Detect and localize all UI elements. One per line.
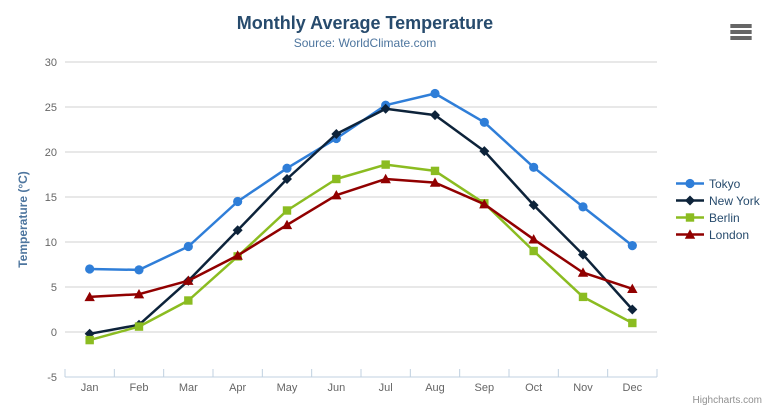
legend-item-label: New York (709, 193, 760, 208)
y-axis-label: 10 (45, 237, 57, 249)
y-axis-label: -5 (47, 372, 57, 384)
y-axis-label: 30 (45, 57, 57, 69)
hamburger-icon (730, 24, 752, 28)
legend-item-label: Berlin (709, 210, 740, 225)
legend: Tokyo New York Berlin London (676, 175, 760, 243)
data-point-tokyo-feb[interactable] (134, 265, 144, 275)
x-axis-label: Jan (81, 382, 99, 394)
series-line-new-york (88, 107, 634, 336)
legend-marker-circle-icon (685, 178, 695, 189)
legend-item-berlin[interactable]: Berlin (676, 209, 760, 226)
legend-item-label: Tokyo (709, 176, 741, 191)
legend-marker-triangle-icon (676, 229, 704, 239)
data-point-new-york-jun[interactable] (331, 129, 342, 139)
x-axis-label: Jul (379, 382, 393, 394)
data-point-london-may[interactable] (281, 219, 293, 230)
data-point-tokyo-mar[interactable] (183, 241, 193, 252)
hamburger-icon (730, 36, 752, 40)
data-point-new-york-apr[interactable] (232, 225, 243, 236)
data-point-berlin-nov[interactable] (578, 292, 588, 302)
data-point-new-york-oct[interactable] (528, 200, 539, 211)
data-point-new-york-jul[interactable] (380, 103, 391, 114)
legend-item-london[interactable]: London (676, 226, 760, 243)
series-line-tokyo (88, 92, 634, 272)
y-axis-label: 5 (51, 282, 57, 294)
legend-marker-triangle-icon (684, 229, 696, 239)
data-point-london-mar[interactable] (183, 275, 194, 285)
data-point-berlin-feb[interactable] (134, 322, 144, 331)
data-point-new-york-aug[interactable] (430, 110, 440, 121)
x-axis-label: Oct (525, 382, 542, 394)
chart-subtitle: Source: WorldClimate.com (293, 36, 437, 50)
data-point-new-york-dec[interactable] (627, 304, 638, 315)
data-point-london-nov[interactable] (577, 267, 589, 277)
data-point-london-aug[interactable] (429, 177, 441, 187)
legend-marker-circle-icon (676, 178, 704, 189)
x-axis-label: Dec (623, 382, 643, 394)
data-point-tokyo-dec[interactable] (627, 241, 637, 251)
data-point-tokyo-oct[interactable] (529, 162, 539, 172)
data-point-berlin-dec[interactable] (628, 318, 637, 328)
export-menu-button[interactable] (727, 21, 755, 43)
data-point-berlin-jul[interactable] (381, 160, 390, 169)
series-line-london (88, 177, 634, 299)
x-axis-label: Feb (130, 382, 149, 394)
chart-title: Monthly Average Temperature (236, 13, 494, 33)
legend-marker-diamond-icon (676, 195, 704, 206)
y-axis-label: 25 (45, 102, 57, 114)
data-point-tokyo-nov[interactable] (578, 202, 588, 212)
data-point-berlin-jan[interactable] (85, 335, 94, 345)
x-axis-label: Nov (573, 382, 593, 394)
data-point-tokyo-aug[interactable] (430, 88, 440, 99)
x-axis-label: Apr (229, 382, 246, 394)
legend-marker-square-icon (676, 213, 704, 222)
data-point-london-jul[interactable] (380, 173, 391, 184)
data-point-london-jun[interactable] (331, 190, 342, 200)
data-point-new-york-nov[interactable] (578, 249, 588, 260)
data-point-tokyo-may[interactable] (282, 163, 292, 173)
data-point-london-apr[interactable] (232, 250, 243, 260)
data-point-tokyo-jan[interactable] (85, 264, 95, 274)
hamburger-icon (730, 30, 752, 34)
data-point-london-dec[interactable] (627, 283, 638, 293)
legend-marker-square-icon (685, 213, 695, 222)
y-axis-label: 0 (51, 327, 57, 339)
data-point-london-jan[interactable] (84, 291, 95, 302)
x-axis-label: May (277, 382, 298, 394)
legend-item-new-york[interactable]: New York (676, 192, 760, 209)
data-point-tokyo-apr[interactable] (233, 196, 243, 207)
credits-link[interactable]: Highcharts.com (692, 395, 762, 406)
data-point-berlin-may[interactable] (282, 206, 292, 215)
x-axis-label: Sep (475, 382, 495, 394)
data-point-london-sep[interactable] (479, 199, 490, 209)
x-axis-label: Aug (425, 382, 445, 394)
series-line-berlin (88, 163, 634, 342)
data-point-berlin-jun[interactable] (332, 174, 341, 184)
data-point-berlin-aug[interactable] (430, 166, 440, 176)
x-axis-label: Mar (179, 382, 198, 394)
data-point-berlin-mar[interactable] (184, 296, 193, 305)
data-point-new-york-sep[interactable] (479, 146, 490, 157)
data-point-tokyo-sep[interactable] (479, 117, 489, 127)
data-point-berlin-oct[interactable] (529, 246, 538, 256)
y-axis-title: Temperature (°C) (16, 171, 30, 268)
y-axis-label: 20 (45, 147, 57, 159)
data-point-london-feb[interactable] (133, 289, 145, 299)
data-point-new-york-may[interactable] (282, 174, 292, 184)
legend-item-label: London (709, 227, 750, 242)
legend-item-tokyo[interactable]: Tokyo (676, 175, 760, 192)
y-axis-label: 15 (45, 192, 57, 204)
data-point-london-oct[interactable] (528, 234, 539, 244)
x-axis-label: Jun (327, 382, 345, 394)
legend-marker-diamond-icon (685, 195, 695, 206)
